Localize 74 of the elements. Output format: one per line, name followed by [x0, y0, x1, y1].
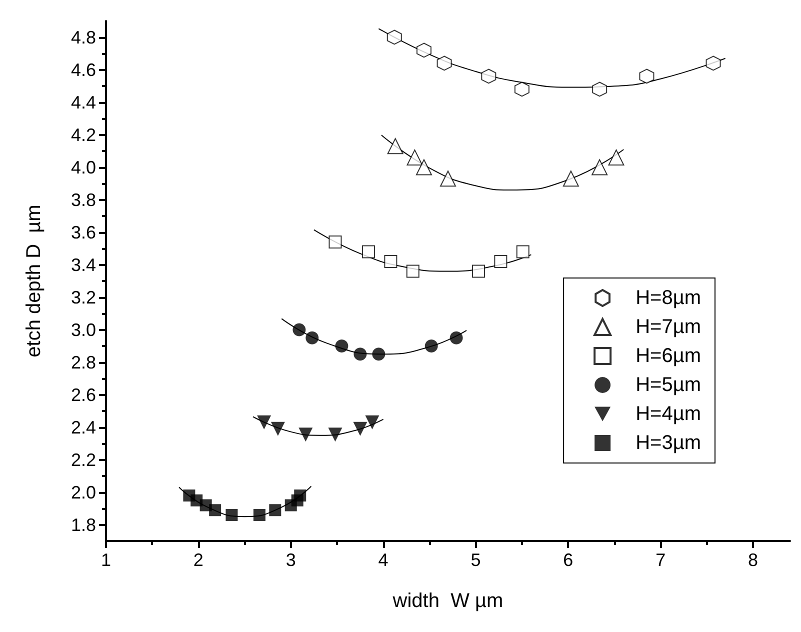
- point: [386, 30, 402, 45]
- point: [362, 245, 376, 258]
- point: [406, 150, 423, 166]
- point: [608, 150, 624, 166]
- point: [514, 82, 530, 97]
- y-tick-label: 3.8: [70, 190, 96, 210]
- point: [328, 236, 342, 248]
- x-tick-label: 6: [563, 550, 574, 570]
- y-tick-label: 2.0: [70, 482, 96, 502]
- point: [372, 348, 386, 361]
- y-tick-label: 3.4: [70, 254, 96, 275]
- point: [328, 428, 342, 442]
- point: [592, 82, 608, 97]
- legend-label: H=4µm: [636, 403, 702, 425]
- y-tick-label: 2.2: [70, 450, 96, 470]
- y-tick-label: 4.4: [70, 92, 96, 112]
- line-series: [178, 486, 312, 518]
- point: [294, 490, 306, 502]
- point: [257, 415, 272, 430]
- y-tick-label: 3.2: [70, 287, 96, 308]
- point: [406, 264, 420, 278]
- legend-label: H=7µm: [636, 316, 702, 338]
- point: [706, 56, 721, 71]
- x-tick-label: 7: [656, 550, 666, 570]
- point: [450, 331, 463, 344]
- point: [353, 422, 368, 436]
- line-series: [380, 134, 624, 190]
- point: [639, 68, 654, 84]
- y-tick-label: 4.6: [70, 60, 96, 80]
- y-tick-label: 4.0: [70, 157, 96, 178]
- point: [384, 255, 398, 268]
- point: [416, 159, 432, 176]
- x-tick-label: 1: [100, 550, 112, 570]
- y-tick-label: 1.8: [70, 514, 96, 535]
- point: [298, 428, 313, 442]
- y-tick-label: 4.8: [70, 27, 96, 48]
- point: [387, 138, 404, 154]
- point: [494, 255, 508, 268]
- point: [365, 415, 380, 430]
- point: [226, 509, 238, 521]
- y-tick-label: 3.0: [70, 320, 96, 340]
- point: [416, 42, 432, 58]
- x-tick-label: 8: [748, 550, 758, 570]
- legend-label: H=3µm: [636, 432, 702, 454]
- point: [562, 170, 579, 187]
- x-tick-label: 2: [193, 550, 204, 570]
- y-tick-label: 4.2: [70, 124, 96, 145]
- x-tick-label: 4: [378, 550, 388, 570]
- x-tick-label: 5: [470, 550, 481, 570]
- point: [253, 509, 266, 521]
- point: [440, 170, 456, 187]
- legend-label: H=5µm: [636, 374, 702, 396]
- y-tick-label: 3.6: [70, 222, 96, 242]
- point: [436, 56, 452, 71]
- legend-label: H=8µm: [636, 287, 702, 309]
- y-tick-label: 2.4: [70, 417, 96, 438]
- y-tick-label: 2.6: [70, 384, 96, 405]
- point: [292, 323, 306, 336]
- y-tick-label: 2.8: [70, 352, 96, 372]
- point: [209, 504, 222, 516]
- point: [269, 504, 282, 516]
- point: [270, 422, 285, 436]
- point: [354, 348, 367, 361]
- point: [516, 245, 530, 258]
- y-axis-title: etch depth D µm: [23, 204, 45, 358]
- point: [335, 340, 348, 352]
- legend-label: H=6µm: [636, 345, 702, 367]
- x-tick-label: 3: [286, 550, 296, 570]
- x-axis-title: width W µm: [392, 590, 504, 612]
- point: [424, 340, 438, 352]
- point: [472, 264, 486, 278]
- point: [306, 331, 319, 344]
- point: [481, 68, 496, 84]
- point: [592, 159, 608, 176]
